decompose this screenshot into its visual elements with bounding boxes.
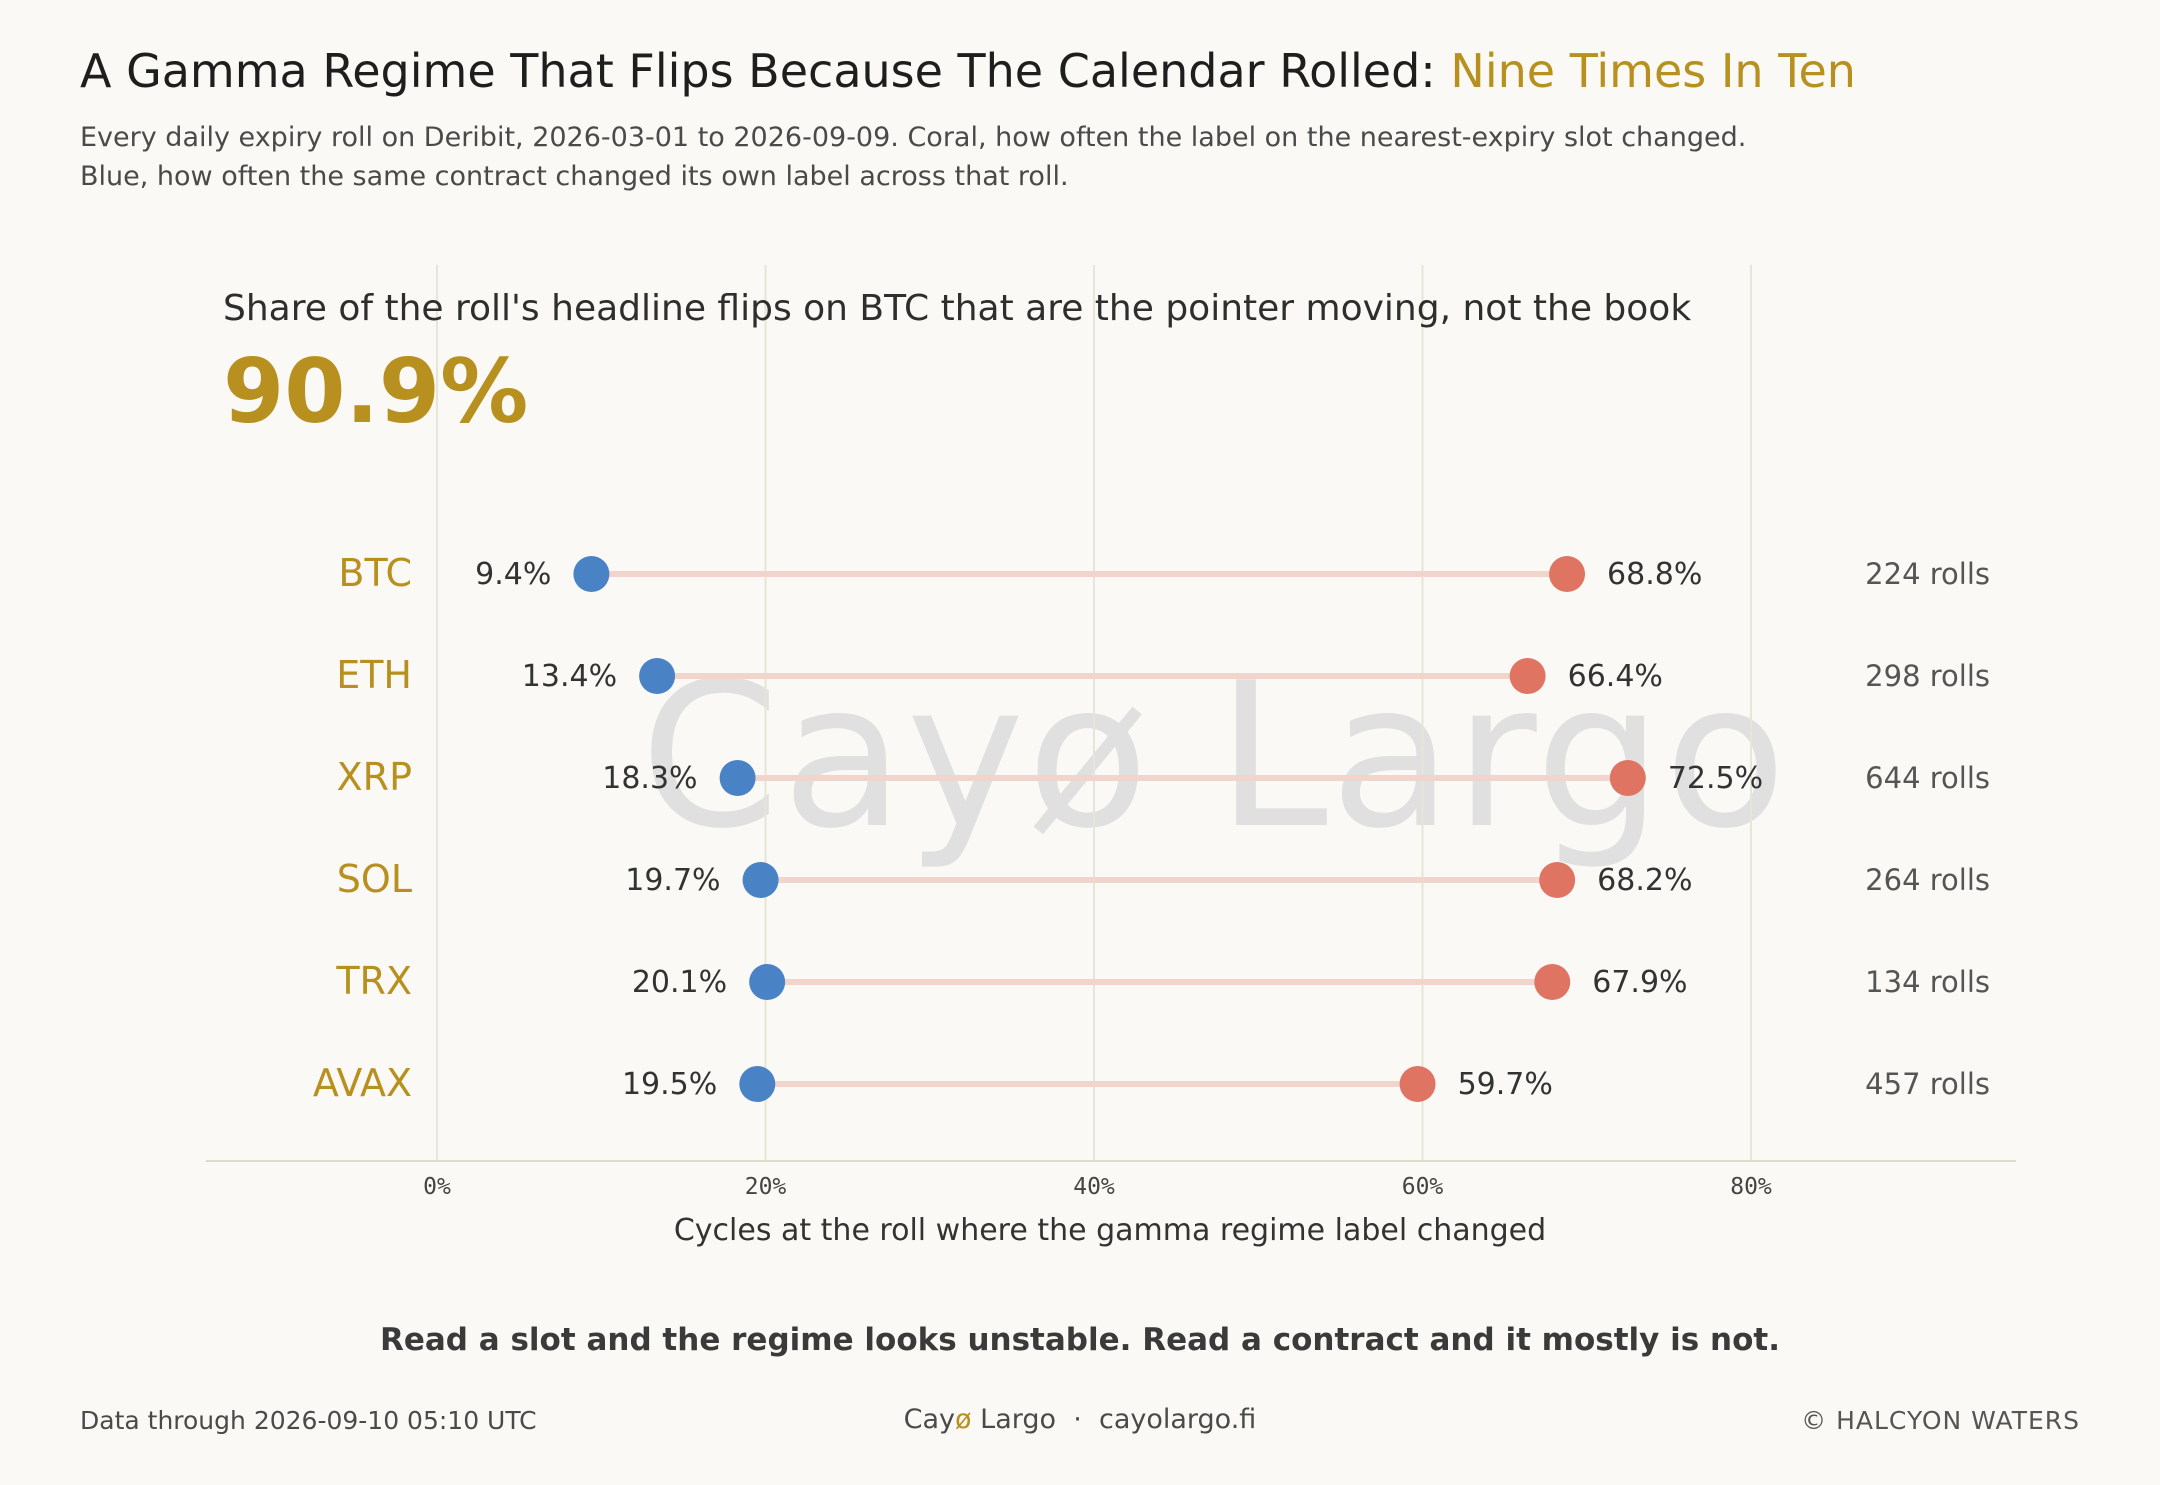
blue-dot <box>573 556 610 592</box>
kpi-label: Share of the roll's headline flips on BT… <box>223 288 1692 329</box>
x-tick-label: 40% <box>1073 1174 1115 1200</box>
category-label: TRX <box>335 959 412 1003</box>
title-main: A Gamma Regime That Flips Because The Ca… <box>80 44 1451 98</box>
category-label: BTC <box>338 551 412 595</box>
coral-dot <box>1539 862 1576 898</box>
roll-count-label: 134 rolls <box>1865 965 1990 999</box>
roll-count-label: 224 rolls <box>1865 557 1990 591</box>
roll-count-label: 457 rolls <box>1865 1067 1990 1101</box>
roll-count-label: 264 rolls <box>1865 863 1990 897</box>
dumbbell-chart: 0% 20% 40% 60% 80% Cycles at the roll where t… <box>206 265 2016 1248</box>
coral-value-label: 68.8% <box>1607 557 1702 592</box>
coral-value-label: 68.2% <box>1597 863 1692 898</box>
x-tick-label: 20% <box>745 1174 787 1200</box>
footer-copyright: © HALCYON WATERS <box>1801 1406 2080 1435</box>
blue-value-label: 18.3% <box>602 761 697 796</box>
chart-subtitle: Every daily expiry roll on Deribit, 2026… <box>80 118 1746 196</box>
x-tick-label: 60% <box>1402 1174 1444 1200</box>
coral-dot <box>1609 760 1646 796</box>
title-accent: Nine Times In Ten <box>1450 44 1856 98</box>
category-label: ETH <box>336 653 412 697</box>
blue-value-label: 20.1% <box>632 965 727 1000</box>
coral-value-label: 72.5% <box>1668 761 1763 796</box>
footer-site-link[interactable]: cayolargo.fi <box>1098 1404 1257 1435</box>
brand-name-end: Largo <box>971 1404 1057 1435</box>
coral-dot <box>1549 556 1586 592</box>
blue-dot <box>749 964 786 1000</box>
blue-dot <box>719 760 756 796</box>
brand-name-o: ø <box>955 1404 972 1435</box>
subtitle-line-2: Blue, how often the same contract change… <box>80 161 1069 192</box>
brand-name-start: Cay <box>903 1404 956 1435</box>
blue-dot <box>742 862 779 898</box>
category-label: SOL <box>337 857 412 901</box>
coral-value-label: 66.4% <box>1568 659 1663 694</box>
coral-dot <box>1534 964 1571 1000</box>
blue-value-label: 19.5% <box>622 1067 717 1102</box>
footer-brand: Cayø Largo · cayolargo.fi <box>0 1404 2160 1435</box>
blue-value-label: 19.7% <box>625 863 720 898</box>
roll-count-label: 298 rolls <box>1865 659 1990 693</box>
coral-dot <box>1509 658 1546 694</box>
takeaway-text: Read a slot and the regime looks unstabl… <box>379 1322 1781 1358</box>
footer-data-through: Data through 2026-09-10 05:10 UTC <box>80 1406 537 1435</box>
coral-value-label: 59.7% <box>1458 1067 1553 1102</box>
category-label: AVAX <box>313 1061 412 1105</box>
roll-count-label: 644 rolls <box>1865 761 1990 795</box>
blue-dot <box>639 658 676 694</box>
x-tick-label: 80% <box>1730 1174 1772 1200</box>
x-axis-label: Cycles at the roll where the gamma regim… <box>674 1213 1546 1248</box>
coral-value-label: 67.9% <box>1592 965 1687 1000</box>
chart-title: A Gamma Regime That Flips Because The Ca… <box>80 44 1856 98</box>
x-tick-label: 0% <box>423 1174 451 1200</box>
category-label: XRP <box>337 755 412 799</box>
footer-separator: · <box>1073 1404 1082 1435</box>
subtitle-line-1: Every daily expiry roll on Deribit, 2026… <box>80 122 1747 153</box>
coral-dot <box>1399 1066 1436 1102</box>
blue-dot <box>739 1066 776 1102</box>
blue-value-label: 13.4% <box>522 659 617 694</box>
blue-value-label: 9.4% <box>475 557 551 592</box>
kpi-value: 90.9% <box>223 340 529 443</box>
